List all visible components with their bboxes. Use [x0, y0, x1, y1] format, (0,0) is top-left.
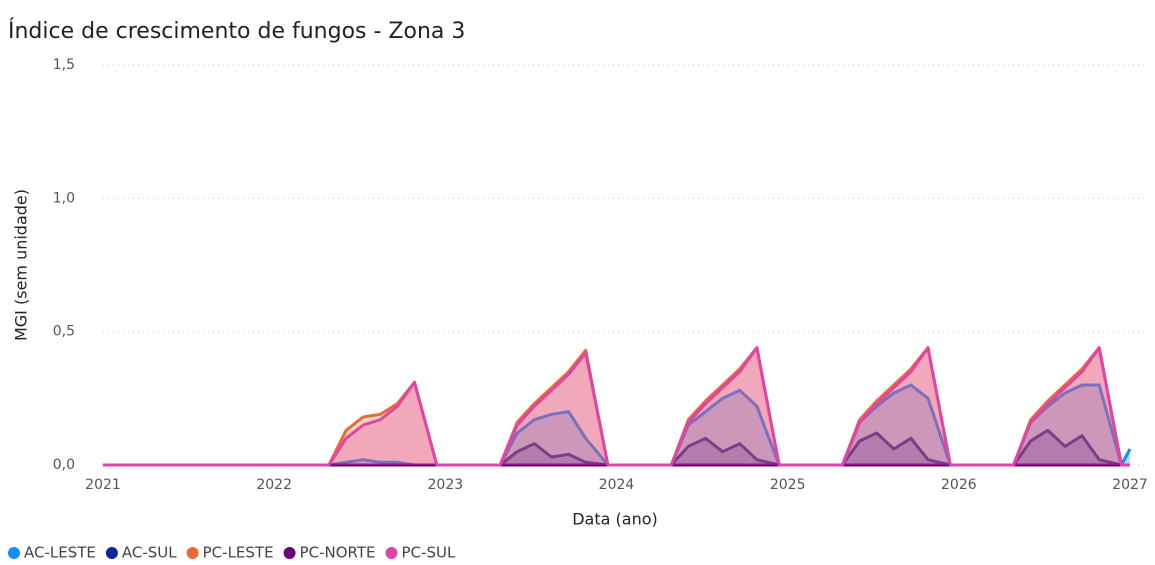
x-tick-label: 2024: [599, 477, 635, 493]
area: [103, 347, 1130, 465]
y-tick-label: 0,0: [53, 457, 75, 473]
x-tick-label: 2025: [770, 477, 806, 493]
x-tick-label: 2022: [256, 477, 292, 493]
legend-marker: [8, 547, 20, 559]
area: [103, 385, 1130, 465]
legend-label: PC-NORTE: [300, 544, 376, 562]
line: [103, 346, 1130, 467]
y-axis-title: MGI (sem unidade): [12, 189, 31, 341]
line: [103, 383, 1132, 467]
x-tick-label: 2027: [1112, 477, 1148, 493]
x-tick-label: 2026: [941, 477, 977, 493]
chart-title: Índice de crescimento de fungos - Zona 3: [8, 18, 465, 44]
area: [103, 347, 1130, 465]
legend-label: PC-LESTE: [203, 544, 274, 562]
x-axis-title: Data (ano): [572, 510, 658, 529]
legend-label: AC-SUL: [122, 544, 177, 562]
x-tick-label: 2021: [85, 477, 121, 493]
line: [103, 428, 1130, 467]
y-tick-label: 0,5: [53, 324, 75, 340]
legend-marker: [186, 547, 199, 559]
legend-marker: [283, 547, 296, 559]
legend-label: AC-LESTE: [24, 544, 96, 562]
y-tick-label: 1,0: [53, 190, 75, 206]
legend-label: PC-SUL: [402, 544, 456, 562]
legend-marker: [105, 547, 118, 559]
legend-marker: [385, 547, 398, 559]
line: [103, 346, 1130, 467]
area: [103, 430, 1130, 465]
x-tick-label: 2023: [428, 477, 464, 493]
y-tick-label: 1,5: [53, 57, 75, 73]
